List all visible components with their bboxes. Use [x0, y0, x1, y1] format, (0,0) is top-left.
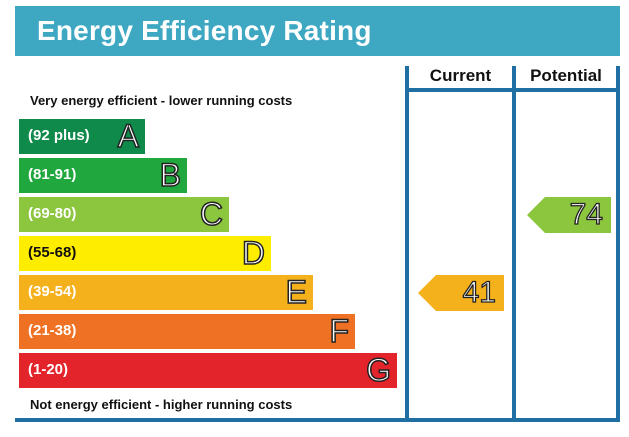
potential-arrow-polygon — [527, 197, 611, 233]
band-f: (21-38) F — [19, 313, 355, 350]
current-arrow-polygon — [418, 275, 504, 311]
frame-line-potential-right — [616, 66, 620, 422]
band-c-range: (69-80) — [28, 205, 77, 222]
frame-line-current-right — [512, 66, 516, 422]
current-rating-value: 41 — [462, 275, 497, 309]
frame-line-bottom — [15, 418, 620, 422]
band-d-letter: D — [241, 235, 266, 272]
chart-header: Energy Efficiency Rating — [15, 6, 620, 56]
band-a-range: (92 plus) — [28, 127, 90, 144]
band-g: (1-20) G — [19, 352, 397, 389]
band-d: (55-68) D — [19, 235, 271, 272]
frame-line-column-header — [405, 88, 620, 92]
bottom-caption: Not energy efficient - higher running co… — [30, 397, 293, 412]
band-a-letter: A — [117, 118, 140, 155]
current-arrow-shape — [418, 275, 504, 311]
band-f-letter: F — [329, 313, 350, 350]
band-e-letter: E — [285, 274, 308, 311]
band-b-range: (81-91) — [28, 166, 77, 183]
band-e-range: (39-54) — [28, 283, 77, 300]
band-b: (81-91) B — [19, 157, 187, 194]
potential-arrow-shape — [527, 197, 611, 233]
band-b-letter: B — [159, 157, 182, 194]
band-c: (69-80) C — [19, 196, 229, 233]
frame-line-bands-right — [405, 66, 409, 422]
top-caption: Very energy efficient - lower running co… — [30, 93, 293, 108]
column-header-potential: Potential — [530, 66, 602, 85]
current-rating-arrow: 41 — [418, 275, 504, 311]
band-d-range: (55-68) — [28, 244, 77, 261]
potential-rating-value: 74 — [569, 197, 604, 231]
band-a: (92 plus) A — [19, 118, 145, 155]
band-e: (39-54) E — [19, 274, 313, 311]
band-c-letter: C — [199, 196, 224, 233]
band-g-range: (1-20) — [28, 361, 69, 378]
column-header-current: Current — [429, 66, 492, 85]
band-f-range: (21-38) — [28, 322, 77, 339]
band-g-letter: G — [365, 352, 391, 389]
potential-rating-arrow: 74 — [527, 197, 611, 233]
chart-title: Energy Efficiency Rating — [37, 15, 372, 46]
